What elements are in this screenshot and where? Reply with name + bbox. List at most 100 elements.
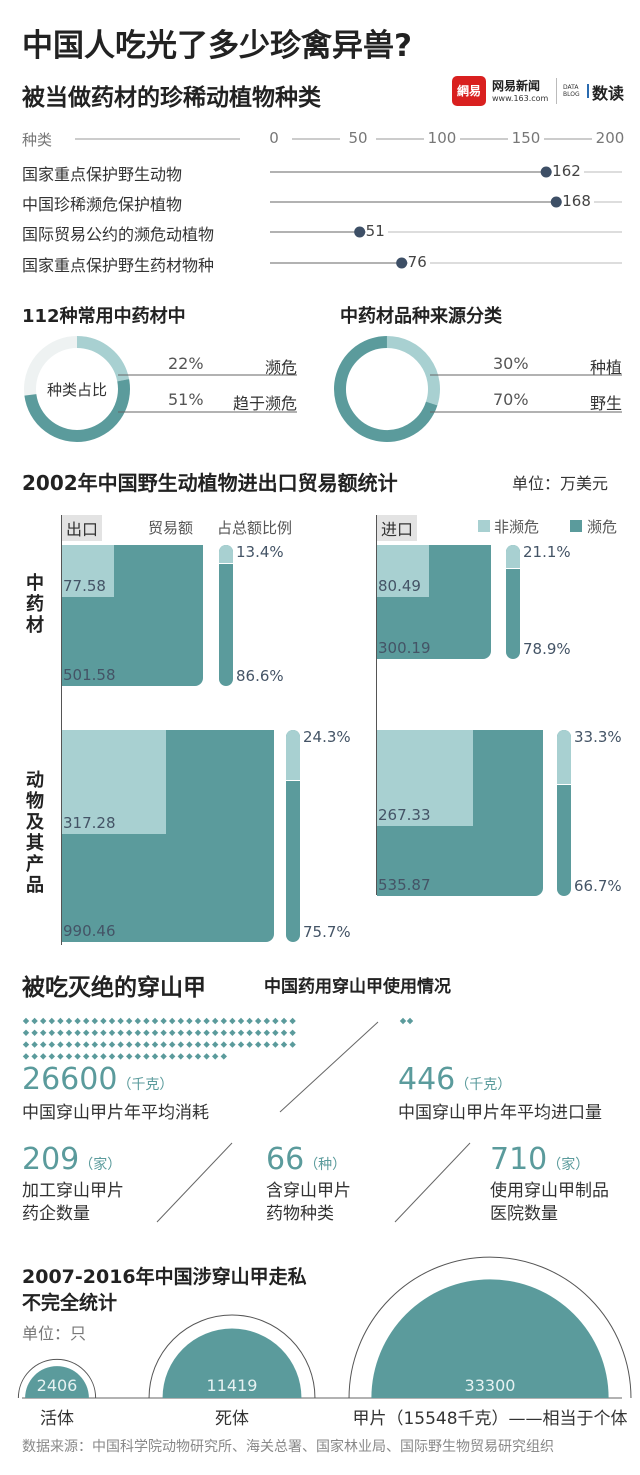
tick-label: 0 [256,129,292,147]
outer-arc [348,1256,632,1399]
diamond-icon [126,1029,133,1036]
share-bar-non-endangered [557,730,571,786]
stat-unit: （家） [79,1157,122,1173]
import-label: 进口 [377,515,418,541]
non-endangered-value: 317.28 [63,814,116,833]
diamond-icon [31,1017,38,1025]
stat-label-line: 药企数量 [22,1204,90,1224]
divider-slash [279,1021,379,1113]
diamond-icon [57,1053,64,1060]
diamond-icon [177,1029,184,1036]
import-axis [376,515,377,895]
diamond-icon [220,1041,227,1048]
category-label: 国际贸易公约的濒危动植物 [22,225,215,244]
diamond-icon [151,1053,159,1060]
diamond-icon [57,1029,64,1036]
data-point [550,196,562,208]
consumption-stat: 26600（千克） [22,1062,173,1097]
stat-label-line: 药物种类 [266,1204,334,1224]
diamond-icon [194,1053,202,1060]
stat-label-line: 加工穿山甲片 [22,1181,124,1201]
diamond-icon [65,1053,73,1060]
semicircle [371,1279,609,1398]
diamond-icon [143,1041,150,1048]
data-point [540,166,552,178]
donut2-title: 中药材品种来源分类 [340,306,502,327]
stat-firms-label: 加工穿山甲片 药企数量 [22,1180,124,1226]
donut-slice [24,379,130,442]
diamond-icon [134,1041,141,1048]
diamond-icon [117,1017,124,1025]
diamond-icon [272,1041,279,1048]
diamond-icon [263,1017,270,1025]
diamond-icon [117,1053,124,1060]
diamond-icon [289,1017,296,1025]
tick-label: 200 [592,129,628,147]
diamond-icon [126,1041,133,1048]
diamond-icon [83,1041,90,1048]
category-label: 国家重点保护野生药材物种 [22,256,215,275]
outer-arc [148,1314,316,1399]
diamond-icon [263,1041,270,1048]
diamond-icon [83,1029,90,1036]
divider-slash [394,1142,471,1223]
netease-logo-icon: 網易 [452,76,486,106]
diamond-icon [134,1029,141,1036]
stat-unit: （种） [304,1157,347,1173]
diamond-icon [237,1017,245,1025]
semicircle-value: 2406 [36,1376,78,1395]
diamond-icon [280,1017,288,1025]
diamond-icon [57,1017,64,1025]
diamond-icon [91,1029,98,1036]
tick-label: 150 [508,129,544,147]
stat-unit: （家） [547,1157,590,1173]
diamond-icon [220,1017,227,1025]
diamond-icon [169,1017,176,1025]
non-endangered-value: 267.33 [378,805,431,824]
diamond-icon [74,1029,81,1036]
row-label-animals: 动物及其产品 [26,770,44,896]
stat-drugs-label: 含穿山甲片 药物种类 [266,1180,351,1226]
diamond-icon [229,1029,236,1036]
diamond-icon [117,1029,124,1036]
diamond-icon [40,1053,47,1060]
share-endangered: 75.7% [303,922,351,941]
datablog-logo-icon: DATA BLOG [563,84,589,98]
share-bar-non-endangered [286,730,300,782]
diamond-icon [48,1017,55,1025]
imports-unit: （千克） [455,1077,512,1093]
share-endangered: 78.9% [523,640,571,659]
share-non-endangered: 24.3% [303,728,351,746]
diamond-icon [22,1041,30,1048]
data-point [354,226,366,238]
diamond-icon [126,1017,133,1025]
value-label: 168 [562,192,594,210]
consumption-unit: （千克） [117,1077,174,1093]
donut1-pct-1: 51% [168,390,204,409]
share-bar [557,730,571,896]
diamond-icon [237,1029,245,1036]
legend-non-endangered: 非濒危 [494,518,540,536]
value-label: 76 [407,253,430,271]
logo-divider [556,78,557,104]
pangolin-diamonds [22,1017,471,1223]
share-bar-non-endangered [506,545,520,570]
pangolin-title: 被吃灭绝的穿山甲 [22,975,206,1001]
diamond-icon [151,1029,159,1036]
diamond-icon [177,1017,184,1025]
diamond-icon [237,1041,245,1048]
donut-slice [386,336,440,406]
diamond-icon [160,1029,167,1036]
pangolin-subtitle: 中国药用穿山甲使用情况 [264,977,451,997]
donut2-pct-1: 70% [493,390,529,409]
tick-label: 50 [340,129,376,147]
diamond-icon [143,1053,150,1060]
consumption-label: 中国穿山甲片年平均消耗 [22,1103,209,1123]
diamond-icon [48,1041,55,1048]
diamond-icon [212,1041,219,1048]
donut-slice [334,336,438,442]
donut-charts [24,336,622,442]
legend-swatch-endangered [570,520,582,532]
imports-stat: 446（千克） [398,1062,511,1097]
diamond-icon [406,1017,414,1025]
